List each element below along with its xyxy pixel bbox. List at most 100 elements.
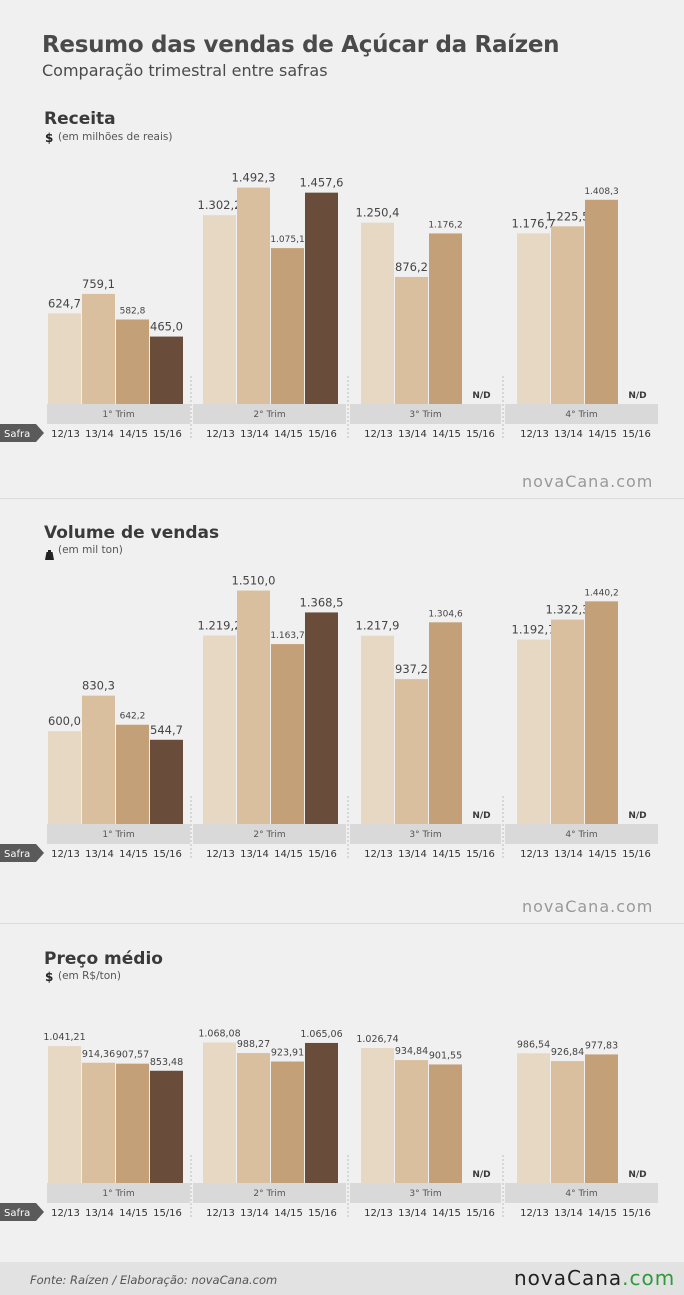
data-label: 914,36 [82,1049,115,1060]
quarter-band [193,1183,346,1203]
na-label: N/D [628,811,646,821]
quarter-label: 4° Trim [565,1189,597,1199]
bar [361,1047,394,1183]
category-label: 14/15 [432,429,461,440]
category-label: 13/14 [240,429,269,440]
bar [237,1053,270,1183]
data-label: 1.176,2 [428,220,462,230]
category-label: 12/13 [520,429,549,440]
bar [551,619,584,824]
bar [82,695,115,824]
data-label: 853,48 [150,1057,183,1068]
data-label: 923,91 [271,1048,304,1059]
category-label: 14/15 [119,849,148,860]
quarter-label: 2° Trim [253,410,285,420]
bar [203,635,236,824]
quarter-band [47,1183,190,1203]
category-label: 12/13 [206,849,235,860]
data-label: 465,0 [150,320,183,334]
brand-logo: novaCana.com [522,897,654,916]
main-subtitle: Comparação trimestral entre safras [42,61,328,80]
data-label: 977,83 [585,1040,618,1051]
data-label: 988,27 [237,1039,270,1050]
volume-unit: (em mil ton) [58,544,123,556]
bar [150,336,183,404]
category-label: 12/13 [364,429,393,440]
category-label: 14/15 [432,1208,461,1219]
category-label: 12/13 [51,429,80,440]
category-label: 15/16 [622,429,651,440]
quarter-label: 2° Trim [253,830,285,840]
bar [395,1060,428,1183]
category-label: 13/14 [554,849,583,860]
na-label: N/D [472,1170,490,1180]
category-label: 13/14 [398,429,427,440]
data-label: 582,8 [120,306,146,316]
separator [0,923,684,924]
receita-title: Receita [44,109,116,129]
category-label: 13/14 [398,849,427,860]
data-label: 986,54 [517,1039,550,1050]
category-label: 14/15 [119,429,148,440]
data-label: 907,57 [116,1050,149,1061]
data-label: 642,2 [120,712,146,722]
data-label: 1.176,7 [512,216,556,230]
preco-title: Preço médio [44,949,163,969]
bar [116,1063,149,1183]
na-label: N/D [628,1170,646,1180]
category-label: 15/16 [153,429,182,440]
na-label: N/D [472,391,490,401]
data-label: 1.163,7 [270,631,304,641]
bar [429,233,462,404]
category-label: 12/13 [206,1208,235,1219]
quarter-band [350,404,501,424]
receita-chart: 1° Trim 2° Trim 3° Trim 4° Trim Safra 12/13 62… [0,171,658,442]
data-label: 901,55 [429,1050,462,1061]
category-label: 15/16 [153,1208,182,1219]
bar [585,199,618,404]
data-label: 1.250,4 [356,206,400,220]
bar [150,739,183,824]
category-label: 15/16 [466,429,495,440]
footer: Fonte: Raízen / Elaboração: novaCana.com… [0,1262,684,1295]
bar [48,1046,81,1183]
bar [48,313,81,404]
data-label: 1.302,2 [198,198,242,212]
category-label: 13/14 [85,429,114,440]
footer-brand-suffix: .com [622,1266,676,1290]
quarter-label: 1° Trim [102,1189,134,1199]
bar [271,248,304,404]
category-label: 15/16 [153,849,182,860]
bar [305,1042,338,1183]
bar [203,215,236,404]
data-label: 1.068,08 [198,1029,240,1040]
quarter-label: 2° Trim [253,1189,285,1199]
data-label: 1.041,21 [43,1032,85,1043]
bar [517,639,550,824]
quarter-label: 1° Trim [102,830,134,840]
footer-brand-prefix: nova [514,1266,568,1290]
data-label: 1.440,2 [584,588,618,598]
bar [395,679,428,824]
quarter-band [505,824,658,844]
quarter-label: 1° Trim [102,410,134,420]
data-label: 1.026,74 [356,1034,398,1045]
data-label: 1.065,06 [300,1029,342,1040]
category-label: 12/13 [520,849,549,860]
category-label: 15/16 [308,429,337,440]
quarter-band [193,404,346,424]
footer-brand-name: Cana [567,1266,623,1290]
category-label: 15/16 [466,1208,495,1219]
data-label: 759,1 [82,277,115,291]
data-label: 1.408,3 [584,187,618,197]
bar [82,1062,115,1183]
quarter-label: 3° Trim [409,1189,441,1199]
quarter-label: 4° Trim [565,830,597,840]
data-label: 1.492,3 [232,171,276,185]
category-label: 14/15 [588,1208,617,1219]
weight-icon [45,545,54,560]
bar [116,724,149,824]
data-label: 624,7 [48,296,81,310]
quarter-band [505,404,658,424]
safra-label: Safra [4,1208,30,1219]
